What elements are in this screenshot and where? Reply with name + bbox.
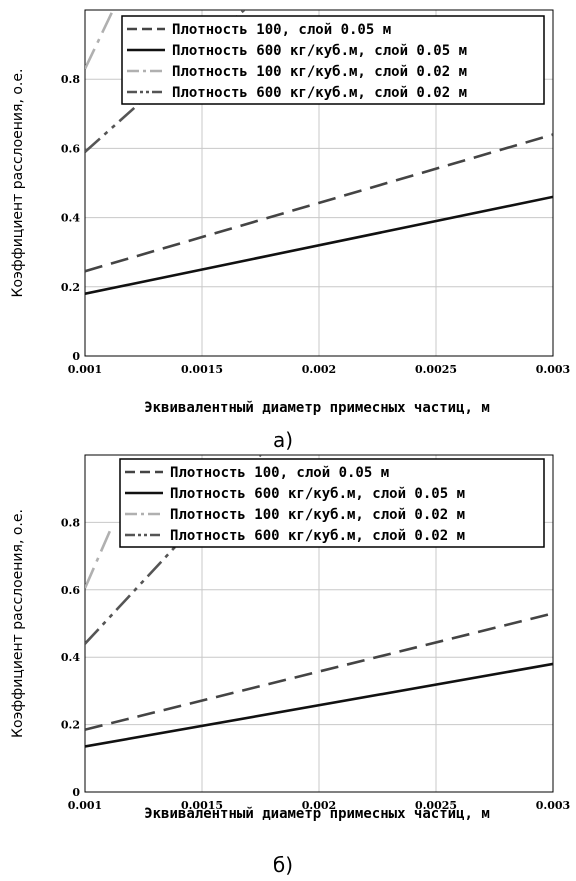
legend-label-3: Плотность 100 кг/куб.м, слой 0.02 м [172,64,467,80]
legend-label-2: Плотность 600 кг/куб.м, слой 0.05 м [170,486,465,502]
series-line-2 [85,195,553,295]
series-group [85,455,553,748]
y-tick-label: 0.4 [61,212,80,225]
x-tick-label: 0.001 [68,363,102,376]
panel-caption: б) [273,853,293,877]
x-tick-label: 0.002 [302,363,336,376]
series-line-1 [85,133,553,273]
y-axis-label: Коэффициент расслоения, о.е. [10,509,26,738]
legend: Плотность 100, слой 0.05 м Плотность 600 … [121,15,545,105]
x-tick-label: 0.003 [536,363,570,376]
series-line-2 [85,662,553,748]
y-tick-label: 0.2 [61,281,80,294]
legend: Плотность 100, слой 0.05 м Плотность 600 … [119,458,545,548]
x-tick-label: 0.0025 [415,799,457,812]
chart-panel-2: 0.001 0.0015 0.002 0.0025 0.003 0 0.2 0.4 0.6 0.8… [10,454,570,877]
series-line-3 [85,10,115,70]
legend-label-1: Плотность 100, слой 0.05 м [170,465,389,481]
x-tick-label: 0.002 [302,799,336,812]
panel-caption: а) [273,428,293,452]
x-tick-label: 0.001 [68,799,102,812]
series-line-3 [85,528,112,589]
y-tick-label: 0.4 [61,651,80,664]
plot-frame [84,454,554,793]
x-tick-label: 0.0025 [415,363,457,376]
plot-frame [84,9,554,357]
x-axis-label: Эквивалентный диаметр примесных частиц, … [144,806,490,822]
legend-label-4: Плотность 600 кг/куб.м, слой 0.02 м [170,528,465,544]
legend-box [121,15,545,105]
legend-label-2: Плотность 600 кг/куб.м, слой 0.05 м [172,43,467,59]
x-tick-label: 0.0015 [181,799,223,812]
y-tick-label: 0.2 [61,719,80,732]
y-tick-label: 0 [72,350,80,363]
y-tick-label: 0.6 [61,584,80,597]
legend-label-1: Плотность 100, слой 0.05 м [172,22,391,38]
legend-box [119,458,545,548]
series-line-4 [85,455,262,645]
y-tick-label: 0.6 [61,142,80,155]
y-tick-label: 0.8 [61,73,80,86]
x-tick-label: 0.0015 [181,363,223,376]
legend-label-4: Плотность 600 кг/куб.м, слой 0.02 м [172,85,467,101]
y-axis-label: Коэффициент расслоения, о.е. [10,69,26,298]
chart-panel-1: 0.001 0.0015 0.002 0.0025 0.003 0 0.2 0.4 0.6 0.8… [10,9,570,452]
legend-label-3: Плотность 100 кг/куб.м, слой 0.02 м [170,507,465,523]
x-axis-label: Эквивалентный диаметр примесных частиц, … [144,400,490,416]
y-tick-label: 0 [72,786,80,799]
x-tick-label: 0.003 [536,799,570,812]
y-tick-label: 0.8 [61,516,80,529]
